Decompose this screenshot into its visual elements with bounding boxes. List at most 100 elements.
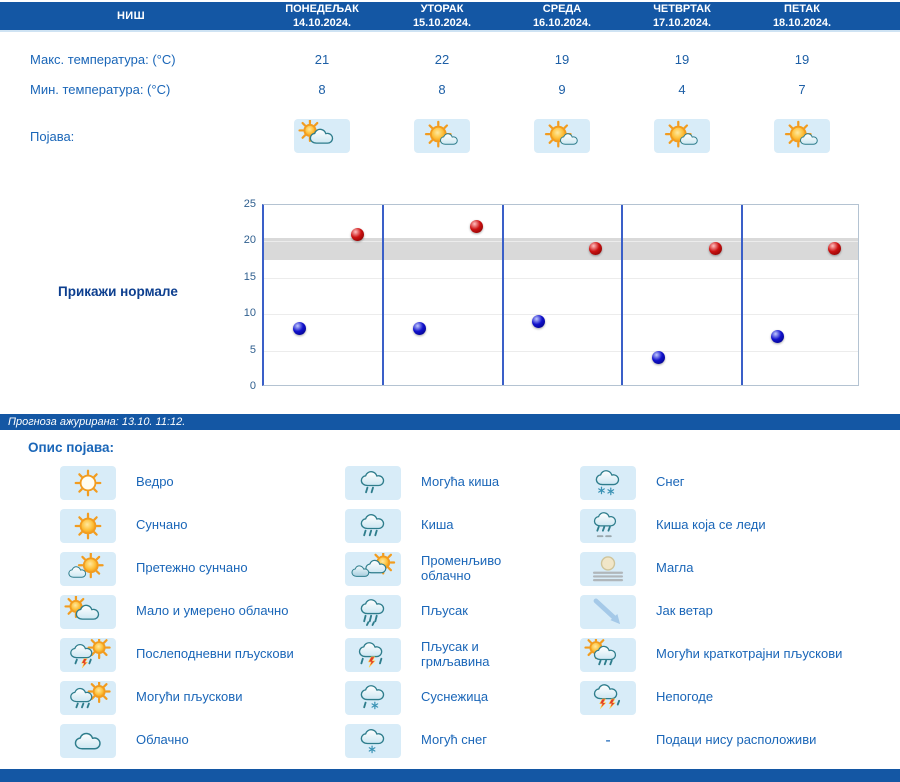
legend-item: Сунчано <box>60 504 313 547</box>
legend-item: Јак ветар <box>580 590 878 633</box>
legend-label: Киша која се леди <box>656 517 766 533</box>
legend-item: Могућ снег <box>345 719 548 762</box>
min-temp-value-2: 9 <box>558 81 566 97</box>
y-tick-10: 10 <box>243 307 256 320</box>
day-name: ПЕТАК <box>784 2 820 15</box>
cloud-sun-rain-brief-icon <box>580 637 636 672</box>
min-temp-row: Мин. температура: (°C) 8 8 9 4 7 <box>0 74 900 104</box>
max-temp-value-3: 19 <box>674 51 690 67</box>
max-temp-dot-0 <box>350 227 364 241</box>
legend-column-1: Могућа киша Киша Променљиво облачно Пљусак П… <box>313 461 548 762</box>
min-temp-dot-0 <box>293 322 307 336</box>
phenomenon-cell-3 <box>622 119 742 153</box>
legend-label: Суснежица <box>421 689 489 705</box>
legend-item: Пљусак и грмљавина <box>345 633 548 676</box>
normals-band <box>264 237 858 260</box>
updated-bar: Прогноза ажурирана: 13.10. 11:12. <box>0 414 900 430</box>
legend-label: Јак ветар <box>656 603 713 619</box>
y-tick-5: 5 <box>249 343 256 356</box>
max-temp-value-4: 19 <box>794 51 810 67</box>
partly-cloudy-icon <box>294 119 350 153</box>
max-temp-dot-1 <box>470 220 484 234</box>
temperature-chart-section: Прикажи нормале 0 5 10 15 20 25 <box>0 180 900 414</box>
legend-item: Мало и умерено облачно <box>60 590 313 633</box>
phenomenon-cell-4 <box>742 119 862 153</box>
min-temp-dot-3 <box>651 351 665 365</box>
min-temp-value-0: 8 <box>318 81 326 97</box>
legend-column-0: Ведро Сунчано Претежно сунчано Мало и умере… <box>28 461 313 762</box>
day-date: 18.10.2024. <box>772 17 832 29</box>
legend-item: Магла <box>580 547 878 590</box>
footer-bar <box>0 769 900 782</box>
max-temp-value-2: 19 <box>554 51 570 67</box>
y-axis-ticks: 0 5 10 15 20 25 <box>232 198 260 392</box>
legend-label: Променљиво облачно <box>421 552 502 583</box>
cloud-rain-lightning-icon <box>345 637 401 672</box>
sun-cloud-icon <box>534 119 590 153</box>
gridline <box>264 277 858 279</box>
legend-grid: Ведро Сунчано Претежно сунчано Мало и умере… <box>28 461 900 762</box>
legend-item: Могући пљускови <box>60 676 313 719</box>
cloud-shower-icon <box>345 594 401 629</box>
day-name: ЧЕТВРТАК <box>653 2 711 15</box>
day-header-3: ЧЕТВРТАК 17.10.2024. <box>622 2 742 30</box>
day-header-0: ПОНЕДЕЉАК 14.10.2024. <box>262 2 382 30</box>
phenomenon-cell-0 <box>262 119 382 153</box>
day-separator <box>501 205 504 385</box>
phenomena-legend: Опис појава: Ведро Сунчано Претежно сунчан… <box>0 430 900 762</box>
cloud-icon <box>60 723 116 758</box>
legend-item: Ведро <box>60 461 313 504</box>
legend-label: Киша <box>421 517 454 533</box>
legend-label: Пљусак <box>421 603 468 619</box>
day-headers: ПОНЕДЕЉАК 14.10.2024. УТОРАК 15.10.2024. СРЕ… <box>262 2 862 30</box>
legend-label: Магла <box>656 560 694 576</box>
day-name: УТОРАК <box>420 2 464 15</box>
cloud-rain-icon <box>345 508 401 543</box>
min-temp-dot-2 <box>532 314 546 328</box>
gridline <box>264 314 858 316</box>
temperature-table: Макс. температура: (°C) 21 22 19 19 19 Мин. … <box>0 32 900 156</box>
day-header-1: УТОРАК 15.10.2024. <box>382 2 502 30</box>
legend-item: Киша која се леди <box>580 504 878 547</box>
legend-label: Могући пљускови <box>136 689 243 705</box>
header-filler <box>862 2 900 30</box>
legend-label: Пљусак и грмљавина <box>421 638 490 669</box>
day-date: 16.10.2024. <box>532 17 592 29</box>
min-temp-value-1: 8 <box>438 81 446 97</box>
day-header-2: СРЕДА 16.10.2024. <box>502 2 622 30</box>
y-tick-25: 25 <box>243 198 256 210</box>
max-temp-values: 21 22 19 19 19 <box>262 52 862 67</box>
sun-cloud-icon <box>654 119 710 153</box>
legend-label: Ведро <box>136 474 174 490</box>
clouds-sun-icon <box>345 551 401 586</box>
cloud-sun-rain-icon <box>60 680 116 715</box>
day-name: ПОНЕДЕЉАК <box>285 2 359 15</box>
show-normals-button[interactable]: Прикажи нормале <box>58 284 178 299</box>
cloud-snow-icon <box>580 465 636 500</box>
forecast-header: НИШ ПОНЕДЕЉАК 14.10.2024. УТОРАК 15.10.2024… <box>0 2 900 32</box>
afternoon-showers-icon <box>60 637 116 672</box>
cloud-snow-possible-icon <box>345 723 401 758</box>
legend-item: Облачно <box>60 719 313 762</box>
day-date: 17.10.2024. <box>652 17 712 29</box>
legend-item: Киша <box>345 504 548 547</box>
updated-text: Прогноза ажурирана: 13.10. 11:12. <box>8 416 186 428</box>
legend-label: Могућ снег <box>421 732 487 748</box>
day-separator <box>382 205 385 385</box>
legend-label: Могућа киша <box>421 474 500 490</box>
min-temp-dot-1 <box>412 322 426 336</box>
max-temp-value-0: 21 <box>314 51 330 67</box>
legend-label: Послеподневни пљускови <box>136 646 294 662</box>
day-name: СРЕДА <box>542 2 582 15</box>
legend-label: Могући краткотрајни пљускови <box>656 646 843 662</box>
day-separator <box>740 205 743 385</box>
min-temp-value-4: 7 <box>798 81 806 97</box>
y-tick-20: 20 <box>243 234 256 247</box>
sun-outline-icon <box>60 465 116 500</box>
max-temp-dot-2 <box>589 242 603 256</box>
max-temp-label: Макс. температура: (°C) <box>30 51 176 67</box>
cloud-sleet-icon <box>345 680 401 715</box>
legend-title: Опис појава: <box>28 440 114 455</box>
max-temp-dot-4 <box>828 242 842 256</box>
legend-item: Могућа киша <box>345 461 548 504</box>
